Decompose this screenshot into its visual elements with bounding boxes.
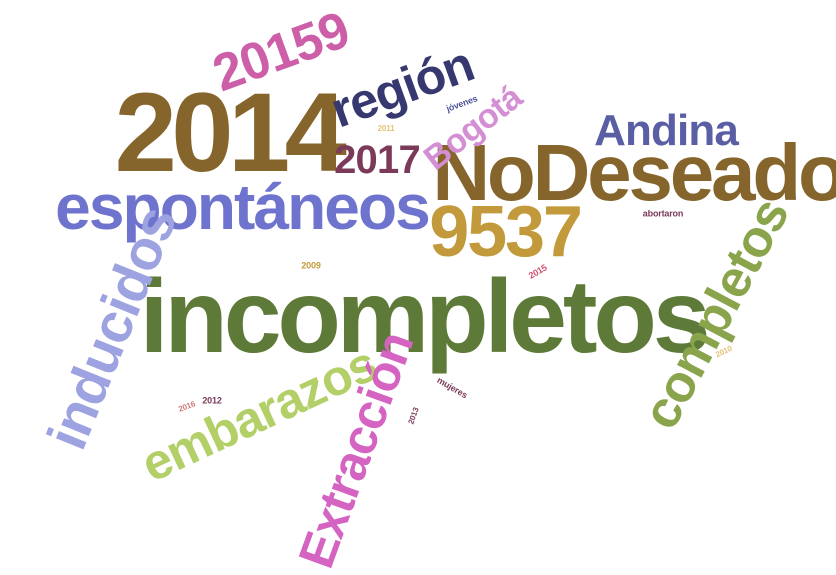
word-2012: 2012 bbox=[202, 395, 222, 406]
word-espontaneos: espontáneos bbox=[55, 171, 431, 243]
word-2011: 2011 bbox=[377, 124, 395, 133]
word-9537: 9537 bbox=[429, 192, 583, 272]
word-2009: 2009 bbox=[301, 260, 321, 271]
word-2017: 2017 bbox=[334, 138, 421, 182]
word-cloud: incompletos 2014 NoDeseado espontáneos 9… bbox=[35, 1, 836, 575]
word-abortaron: abortaron bbox=[642, 208, 684, 219]
word-2013: 2013 bbox=[406, 406, 421, 426]
word-andina: Andina bbox=[594, 106, 739, 155]
word-mujeres: mujeres bbox=[435, 374, 470, 401]
word-2014: 2014 bbox=[114, 70, 347, 195]
word-incompletos: incompletos bbox=[139, 259, 711, 375]
word-nodeseado: NoDeseado bbox=[432, 128, 836, 217]
word-2016: 2016 bbox=[177, 399, 197, 414]
